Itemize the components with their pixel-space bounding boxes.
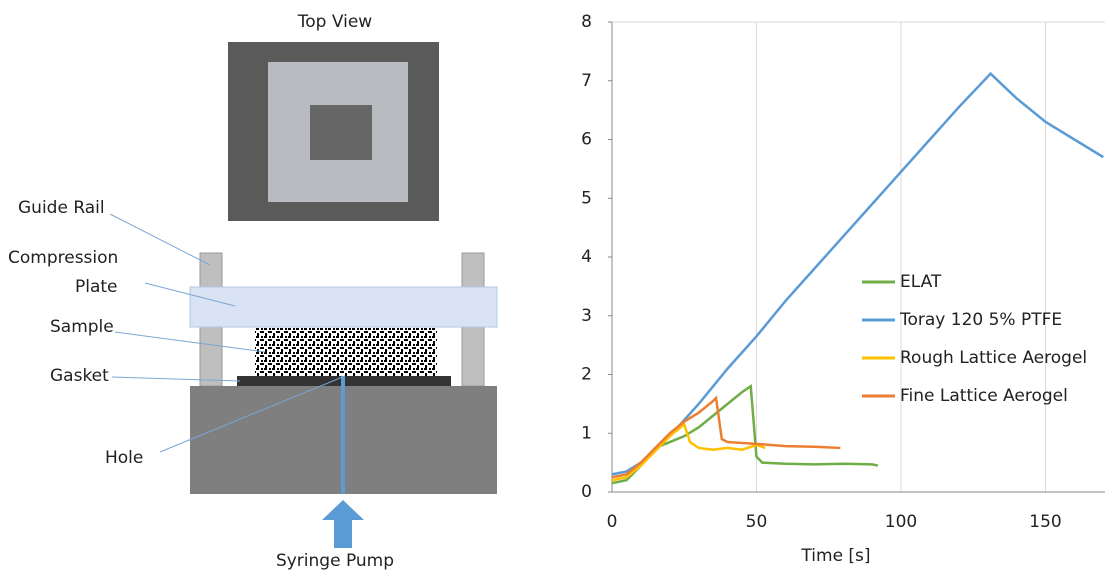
label: Syringe Pump [276, 551, 394, 571]
x-tick-label: 100 [885, 512, 917, 532]
x-axis-label: Time [s] [800, 546, 870, 566]
chart: Time [s] Liquid Pressure [kPa] 0 50 100 150… [535, 12, 1105, 566]
y-axis-label: Liquid Pressure [kPa] [535, 168, 555, 346]
label: Compression [8, 248, 118, 268]
y-tick-label: 0 [581, 482, 592, 502]
x-tick-label: 150 [1029, 512, 1061, 532]
series-line [611, 384, 879, 485]
leader [114, 331, 266, 353]
y-tick-label: 5 [581, 188, 592, 208]
legend-label: ELAT [900, 272, 942, 292]
label: Plate [75, 277, 118, 297]
series-line [611, 422, 766, 482]
y-tick-label: 4 [581, 247, 592, 267]
diagram: Top View Guide Rail Compression Plate Sa… [8, 12, 498, 571]
sample [255, 328, 437, 376]
y-tick-label: 2 [581, 365, 592, 385]
legend-label: Fine Lattice Aerogel [900, 386, 1068, 406]
top-view-title: Top View [297, 12, 373, 32]
legend-label: Rough Lattice Aerogel [900, 348, 1087, 368]
pump-arrow [322, 500, 364, 548]
label: Guide Rail [18, 198, 105, 218]
y-tick-label: 7 [581, 71, 592, 91]
y-tick-label: 1 [581, 423, 592, 443]
y-tick-label: 3 [581, 306, 592, 326]
y-tick-label: 6 [581, 130, 592, 150]
label: Hole [105, 448, 143, 468]
x-tick-label: 50 [746, 512, 768, 532]
x-tick-label: 0 [607, 512, 618, 532]
leader [109, 213, 211, 266]
compression-plate [189, 286, 498, 328]
photo-window [310, 105, 372, 160]
series-line [611, 71, 1104, 476]
leader [111, 376, 241, 382]
label: Gasket [50, 366, 109, 386]
y-tick-label: 8 [581, 12, 592, 32]
leader [159, 375, 346, 453]
legend-label: Toray 120 5% PTFE [899, 310, 1062, 330]
series-line [611, 395, 841, 479]
leader [144, 282, 236, 307]
label: Sample [50, 317, 114, 337]
